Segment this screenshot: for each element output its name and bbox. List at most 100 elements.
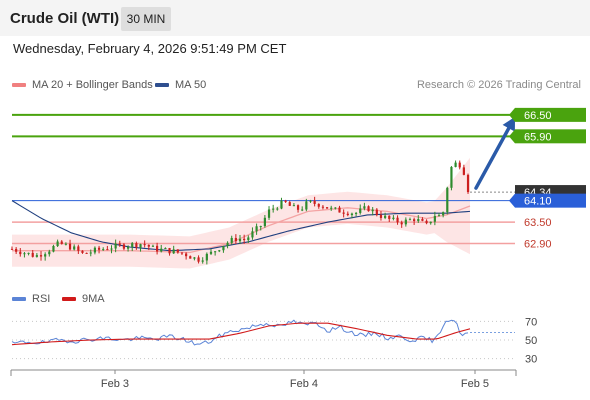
candle	[172, 245, 175, 254]
candle	[19, 248, 22, 257]
candle	[93, 246, 97, 255]
candle	[39, 251, 43, 261]
candle-body	[284, 200, 287, 203]
candle-body	[429, 221, 432, 224]
candle-body	[89, 252, 92, 254]
candle-body	[56, 241, 59, 247]
candle-body	[44, 254, 47, 257]
candle	[346, 211, 349, 217]
candle-body	[15, 248, 18, 252]
legend-label-9ma: 9MA	[82, 293, 105, 305]
candle-body	[330, 207, 333, 209]
candle	[15, 247, 18, 254]
candle-body	[313, 200, 316, 204]
candle	[73, 244, 76, 251]
candle-body	[446, 187, 449, 213]
candle-body	[97, 247, 101, 250]
level-label-66-50-pointer	[509, 107, 515, 122]
candle	[247, 235, 250, 244]
candle	[222, 245, 225, 253]
level-label-65-90-text: 65.90	[524, 131, 552, 143]
instrument-title: Crude Oil (WTI)	[10, 10, 120, 27]
candle	[458, 160, 461, 170]
candle	[180, 252, 184, 256]
level-label-66-50: 66.50	[509, 107, 586, 122]
candle-body	[205, 253, 208, 261]
legend-item-ma50: MA 50	[155, 79, 206, 91]
candle	[309, 199, 312, 203]
candle	[379, 211, 383, 221]
candle-body	[234, 237, 237, 242]
candle	[102, 247, 105, 251]
legend-item-rsi: RSI	[12, 293, 50, 305]
candle	[106, 245, 109, 251]
candle	[164, 247, 167, 250]
candle-body	[354, 212, 358, 214]
candle	[371, 207, 374, 216]
level-label-66-50-text: 66.50	[524, 110, 552, 122]
candle	[350, 212, 354, 219]
ma20-line	[12, 205, 471, 254]
candle	[288, 200, 291, 206]
candle-body	[214, 251, 217, 253]
candle	[209, 249, 213, 256]
candle-body	[189, 256, 192, 259]
rsi-tick-50: 50	[525, 335, 537, 347]
candle-body	[280, 200, 283, 209]
candle-body	[31, 252, 34, 257]
candle-body	[180, 252, 184, 254]
candle	[139, 243, 142, 252]
candle	[44, 252, 47, 261]
legend-label-rsi: RSI	[32, 293, 51, 305]
candle-body	[305, 201, 308, 210]
candle-body	[135, 243, 138, 248]
candle-body	[396, 217, 399, 223]
rsi-tick-30: 30	[525, 354, 537, 366]
candle	[259, 225, 262, 231]
candle-body	[131, 243, 134, 247]
rsi-ma-line	[11, 322, 471, 346]
candle-body	[433, 216, 436, 222]
candle-body	[392, 217, 395, 219]
timeframe-badge[interactable]: 30 MIN	[121, 7, 171, 31]
candle-body	[114, 243, 117, 249]
candle-body	[172, 249, 175, 254]
level-label-64-10-text: 64.10	[524, 196, 552, 208]
candle	[234, 234, 237, 244]
candle	[151, 244, 155, 247]
candle-body	[272, 208, 275, 210]
candle-body	[209, 251, 213, 254]
rsi-panel: 70 50 30	[11, 316, 537, 366]
candle-body	[384, 215, 387, 218]
candle	[450, 166, 453, 191]
candle-body	[147, 244, 150, 247]
candle	[421, 217, 424, 222]
forecast-arrow	[474, 116, 515, 190]
candle-body	[350, 213, 354, 216]
candle-body	[106, 249, 109, 251]
candle-body	[27, 252, 30, 254]
candle-body	[160, 248, 163, 252]
candle	[122, 243, 126, 251]
candle	[10, 246, 14, 250]
candle-body	[404, 219, 407, 225]
candle-body	[255, 226, 258, 232]
candle-body	[338, 207, 341, 213]
candle-body	[197, 257, 200, 262]
candle	[193, 257, 196, 261]
candle-body	[52, 246, 55, 252]
candle-body	[19, 251, 22, 255]
level-label-62-90-text: 62.90	[524, 239, 552, 251]
candle-body	[139, 244, 142, 248]
candle-body	[417, 219, 420, 222]
candle-body	[151, 245, 155, 247]
candle	[56, 239, 59, 248]
level-label-64-10-pointer	[509, 193, 515, 208]
candle	[363, 202, 366, 211]
level-label-62-90: 62.90	[524, 239, 552, 251]
candle	[135, 241, 138, 250]
candle-body	[276, 208, 279, 210]
candle	[466, 173, 470, 194]
candle	[131, 242, 134, 252]
candle	[27, 252, 30, 256]
